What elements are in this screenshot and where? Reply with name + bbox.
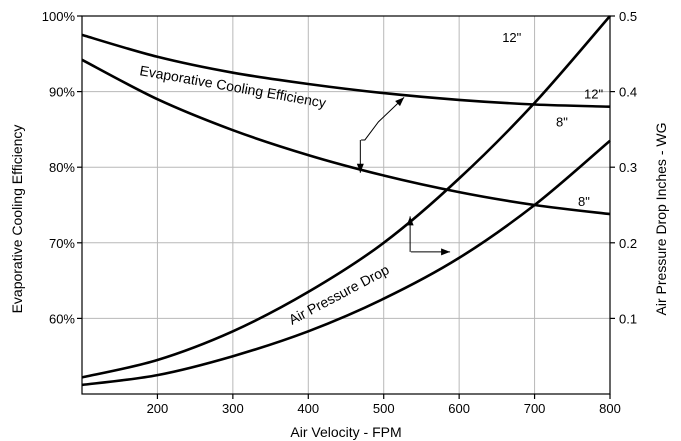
annotation-arrows [356,96,451,256]
curves [81,15,611,387]
arrow-pressure-12-head [406,216,414,226]
x-tick-label: 400 [297,401,319,416]
y-right-axis-title: Air Pressure Drop Inches - WG [653,123,669,316]
y-left-axis-title: Evaporative Cooling Efficiency [9,125,25,314]
series-line-0 [81,33,611,108]
x-tick-labels: 200 300 400 500 600 700 800 [147,401,621,416]
y-left-tick-label: 100% [42,9,76,24]
x-tick-label: 700 [524,401,546,416]
y-left-tick-label: 70% [49,236,75,251]
series-label-0: 12" [584,87,603,102]
series-line-3 [81,139,611,387]
arrow-efficiency-8-head [356,163,364,173]
curve-labels: 12" 8" 12" 8" [502,30,603,209]
series-label-1: 8" [578,194,590,209]
ticks [77,15,615,399]
y-right-tick-label: 0.3 [619,160,637,175]
arrow-pressure-8-head [441,248,451,256]
y-right-tick-label: 0.4 [619,85,637,100]
x-tick-label: 800 [599,401,621,416]
series-label-2: 12" [502,30,521,45]
y-right-tick-label: 0.1 [619,311,637,326]
x-axis-title: Air Velocity - FPM [290,424,401,440]
y-right-tick-label: 0.2 [619,236,637,251]
x-tick-label: 200 [147,401,169,416]
y-right-tick-label: 0.5 [619,9,637,24]
arrow-efficiency-12-head [395,97,405,107]
series-label-3: 8" [556,115,568,130]
y-left-tick-label: 60% [49,311,75,326]
series-line-1 [81,58,611,216]
y-left-tick-label: 90% [49,85,75,100]
y-right-tick-labels: 0.1 0.2 0.3 0.4 0.5 [619,9,637,326]
x-tick-label: 600 [448,401,470,416]
plot-frame [81,15,611,395]
y-left-tick-labels: 60% 70% 80% 90% 100% [42,9,76,326]
arrow-efficiency-12-line [361,96,405,141]
x-tick-label: 500 [373,401,395,416]
x-tick-label: 300 [222,401,244,416]
y-left-tick-label: 80% [49,160,75,175]
series-line-2 [81,15,611,379]
